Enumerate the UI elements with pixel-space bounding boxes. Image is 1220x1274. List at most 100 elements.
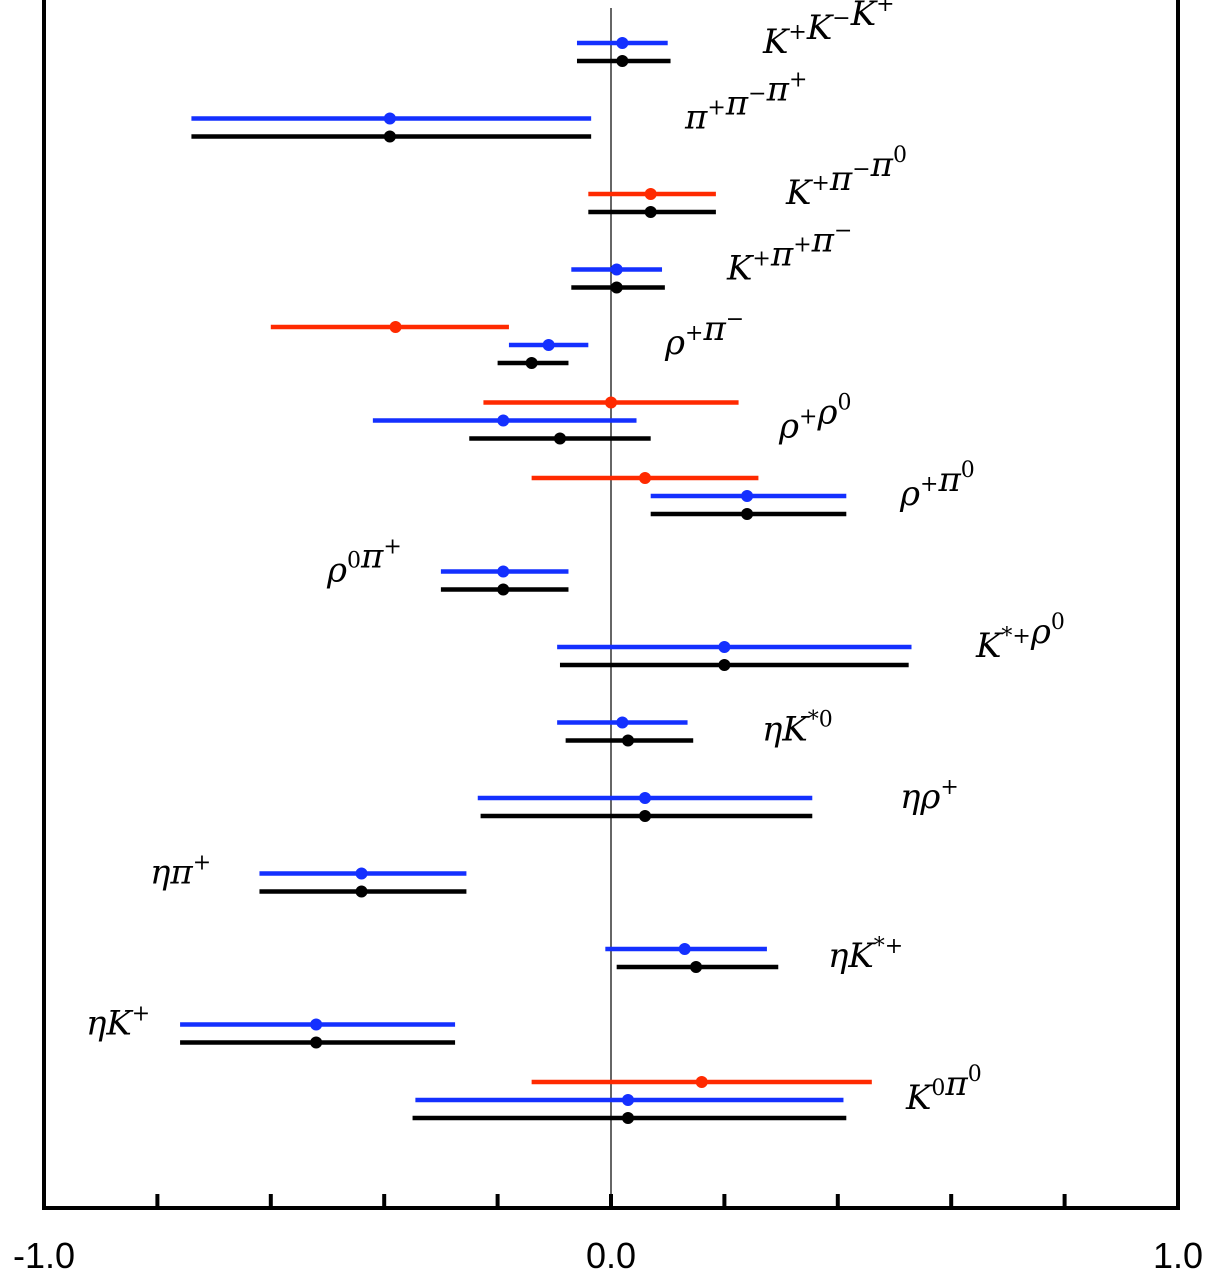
mode-label-sup: + — [752, 247, 770, 272]
mode-label: ηK*+ — [828, 934, 903, 976]
data-point-black — [610, 281, 623, 294]
mode-label-base: π — [829, 159, 853, 199]
mode-label-base: π — [360, 537, 384, 577]
mode-label-base: π — [169, 853, 193, 893]
mode-label-base: π — [766, 70, 790, 110]
mode-group — [440, 565, 569, 596]
mode-label-sup: *+ — [1001, 624, 1030, 649]
data-point-black — [553, 432, 566, 445]
mode-label-sup: + — [799, 405, 817, 430]
data-point-blue — [741, 490, 754, 502]
mode-group — [557, 641, 912, 671]
mode-label-base: η — [900, 777, 921, 817]
mode-label-base: K — [905, 1078, 934, 1118]
mode-label-sup: − — [832, 6, 850, 31]
mode-label-base: η — [86, 1004, 107, 1044]
data-point-black — [525, 357, 538, 369]
mode-label-sup: + — [685, 321, 703, 346]
mode-label-sup: + — [940, 775, 958, 800]
data-point-black — [690, 961, 703, 973]
data-point-black — [497, 583, 510, 596]
data-point-black — [639, 810, 652, 822]
data-point-red — [644, 188, 657, 200]
mode-label: ηK*0 — [762, 708, 833, 750]
mode-label-base: ρ — [664, 323, 685, 363]
mode-label-base: η — [828, 936, 849, 976]
mode-label-sup: *0 — [808, 708, 833, 733]
data-point-red — [605, 396, 617, 409]
mode-label-sup: 0 — [893, 143, 907, 168]
data-point-red — [639, 472, 652, 484]
mode-label-base: K — [847, 936, 876, 976]
mode-label-base: K — [975, 626, 1004, 666]
mode-label-sup: + — [789, 68, 807, 93]
mode-label-base: π — [702, 309, 726, 349]
mode-group — [605, 943, 779, 973]
mode-group — [588, 188, 716, 218]
data-point-black — [622, 1112, 635, 1124]
mode-label-sup: 0 — [931, 1076, 945, 1101]
data-point-blue — [639, 792, 652, 804]
x-tick-label: 0.0 — [586, 1235, 636, 1274]
mode-label-sup: + — [811, 171, 829, 196]
x-axis: -1.0 0.0 1.0 — [13, 1194, 1203, 1274]
data-point-red — [695, 1076, 708, 1088]
mode-group — [259, 867, 467, 898]
mode-label: ηK+ — [86, 1002, 150, 1044]
mode-group — [531, 472, 847, 520]
data-point-blue — [678, 943, 691, 955]
data-point-blue — [616, 716, 629, 729]
mode-label-base: π — [937, 460, 961, 500]
mode-label: ρ0π+ — [326, 535, 402, 591]
mode-group — [571, 263, 665, 294]
mode-label-base: π — [770, 235, 794, 275]
mode-label: ρ+π0 — [899, 458, 975, 514]
mode-group — [576, 37, 671, 67]
mode-label-base: π — [684, 98, 708, 138]
mode-label-base: K — [781, 710, 810, 750]
data-point-black — [718, 659, 731, 671]
data-point-blue — [355, 867, 368, 880]
mode-label-base: K — [105, 1004, 134, 1044]
data-point-black — [616, 55, 629, 67]
mode-label-base: ρ — [899, 474, 920, 514]
mode-label: ηπ+ — [150, 851, 211, 893]
chart-marks — [180, 37, 912, 1124]
mode-label-sup: + — [920, 472, 938, 497]
mode-label-base: π — [944, 1064, 968, 1104]
data-point-blue — [383, 112, 396, 125]
mode-group — [372, 396, 739, 445]
data-point-black — [383, 130, 396, 143]
data-point-blue — [310, 1018, 323, 1031]
mode-label-base: η — [762, 710, 783, 750]
data-point-red — [389, 321, 402, 333]
mode-label-base: K — [785, 173, 814, 213]
mode-label-base: π — [870, 145, 894, 185]
mode-group — [412, 1076, 872, 1124]
mode-label-sup: + — [383, 535, 401, 560]
data-point-blue — [497, 565, 510, 578]
mode-label-sup: + — [707, 96, 725, 121]
mode-label-base: K — [726, 249, 755, 289]
mode-label-sup: 0 — [347, 549, 361, 574]
mode-label: π+π−π+ — [684, 68, 807, 138]
data-point-blue — [610, 263, 623, 276]
mode-group — [270, 321, 589, 369]
mode-label-base: η — [150, 853, 171, 893]
mode-label-base: K — [850, 0, 879, 34]
mode-label-base: K — [762, 22, 791, 62]
mode-label-sup: + — [788, 20, 806, 45]
data-point-black — [310, 1036, 323, 1049]
x-tick-label: 1.0 — [1153, 1235, 1203, 1274]
mode-label-base: K — [806, 8, 835, 48]
mode-labels: K+K−K+π+π−π+K+π−π0K+π+π−ρ+π−ρ+ρ0ρ+π0ρ0π+… — [86, 0, 1065, 1118]
mode-label: ρ+π− — [664, 307, 744, 363]
mode-label: K*+ρ0 — [975, 610, 1065, 666]
mode-label-sup: − — [852, 157, 870, 182]
mode-label-base: ρ — [919, 777, 940, 817]
mode-label: K0π0 — [905, 1062, 982, 1118]
data-point-blue — [616, 37, 629, 49]
mode-label-sup: + — [876, 0, 894, 17]
mode-label: ηρ+ — [900, 775, 959, 817]
